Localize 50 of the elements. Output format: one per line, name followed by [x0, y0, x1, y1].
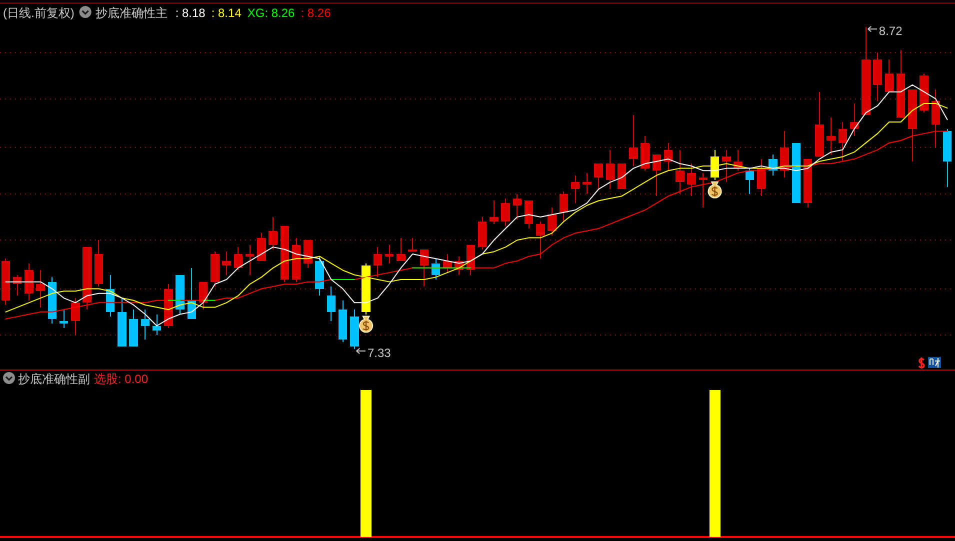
candlestick — [652, 154, 662, 197]
candlestick — [536, 221, 545, 260]
candlestick — [745, 168, 754, 194]
text: : 8.26 — [300, 6, 332, 20]
candlestick — [257, 232, 266, 262]
candlestick — [326, 286, 336, 322]
candlestick — [594, 163, 603, 190]
candlestick — [420, 248, 429, 287]
candlestick — [59, 309, 68, 329]
text: XG: 8.26 — [247, 6, 296, 20]
candlestick — [268, 216, 278, 250]
candlestick — [71, 298, 80, 336]
candlestick — [245, 244, 254, 276]
candlestick — [490, 200, 498, 224]
chart-title: 抄底准确性副 — [18, 372, 90, 386]
candlestick — [570, 174, 580, 204]
text: : 8.14 — [211, 6, 242, 20]
candlestick — [838, 121, 848, 162]
candlestick — [582, 172, 592, 194]
chart-title: (日线.前复权) — [3, 6, 74, 20]
candlestick — [501, 198, 510, 227]
candlestick — [931, 89, 940, 148]
candlestick — [512, 193, 522, 220]
candlestick — [222, 251, 231, 276]
candlestick — [826, 116, 836, 155]
candlestick — [698, 172, 708, 208]
candlestick — [629, 114, 638, 166]
chart-subtitle: 选股: 0.00 — [94, 372, 148, 386]
candlestick — [559, 190, 568, 222]
candlestick — [676, 149, 684, 194]
candlestick — [687, 163, 696, 197]
candlestick — [884, 58, 894, 92]
annotation: 8.72 — [878, 24, 903, 38]
candlestick — [548, 207, 556, 236]
chart-subtitle: 抄底准确性主 — [95, 6, 168, 20]
candlestick — [36, 270, 45, 308]
candlestick — [24, 262, 34, 301]
candlestick — [304, 240, 312, 268]
annotation: 7.33 — [367, 346, 392, 360]
candlestick — [140, 309, 150, 340]
candlestick — [234, 246, 243, 271]
candlestick — [152, 314, 162, 336]
candlestick — [384, 244, 394, 264]
text: : 8.18 — [175, 6, 206, 20]
candlestick — [722, 149, 731, 183]
candlestick — [396, 237, 406, 262]
candlestick — [606, 149, 615, 190]
candlestick — [524, 200, 534, 230]
candlestick — [373, 246, 382, 278]
candlestick — [780, 130, 789, 178]
